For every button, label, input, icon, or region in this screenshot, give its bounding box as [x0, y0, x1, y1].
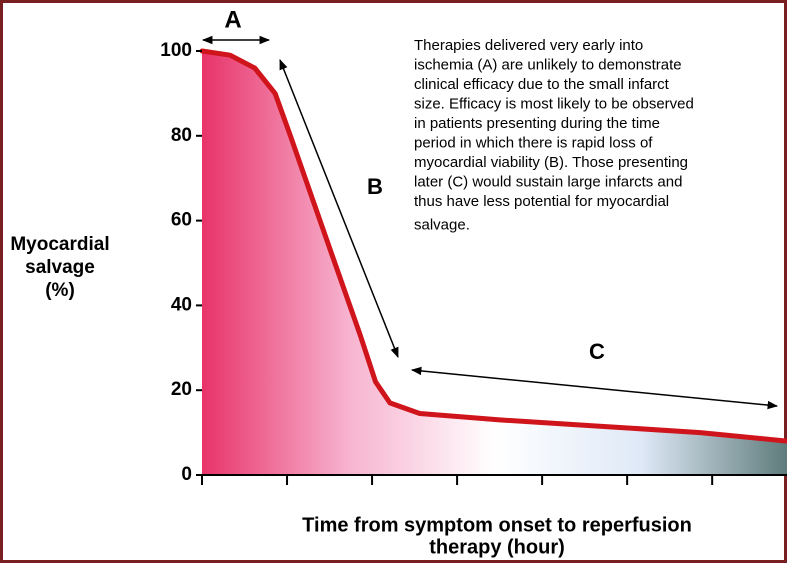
- note-line: in patients presenting during the time: [414, 115, 660, 132]
- y-tick-label: 60: [171, 210, 192, 231]
- y-tick-label: 0: [181, 464, 192, 485]
- note-line: myocardial viability (B). Those presenti…: [414, 154, 688, 171]
- line: [199, 48, 787, 444]
- annotation-b: B: [367, 174, 383, 199]
- note-line: salvage.: [414, 216, 470, 233]
- note-line: ischemia (A) are unlikely to demonstrate: [414, 56, 682, 73]
- note-line: size. Efficacy is most likely to be obse…: [414, 95, 694, 112]
- arrow-c: [410, 366, 779, 410]
- arrow-b: [279, 59, 399, 358]
- note-line: later (C) would sustain large infarcts a…: [414, 173, 682, 190]
- y-axis-label: Myocardial: [10, 234, 109, 255]
- note-line: thus have less potential for myocardial: [414, 193, 669, 210]
- y-tick-label: 80: [171, 125, 192, 146]
- annotation-a: A: [224, 6, 241, 33]
- y-tick-label: 40: [171, 294, 192, 315]
- x-axis-label: Time from symptom onset to reperfusion: [302, 514, 692, 536]
- y-axis-label: (%): [45, 280, 75, 301]
- y-axis-label: salvage: [25, 257, 95, 278]
- y-tick-label: 20: [171, 379, 192, 400]
- y-tick-label: 100: [160, 40, 192, 61]
- area: [202, 51, 787, 475]
- note-line: Therapies delivered very early into: [414, 37, 643, 54]
- note-line: period in which there is rapid loss of: [414, 134, 653, 151]
- annotation-c: C: [589, 339, 605, 364]
- note-line: clinical efficacy due to the small infar…: [414, 76, 670, 93]
- x-axis-label: therapy (hour): [429, 536, 565, 558]
